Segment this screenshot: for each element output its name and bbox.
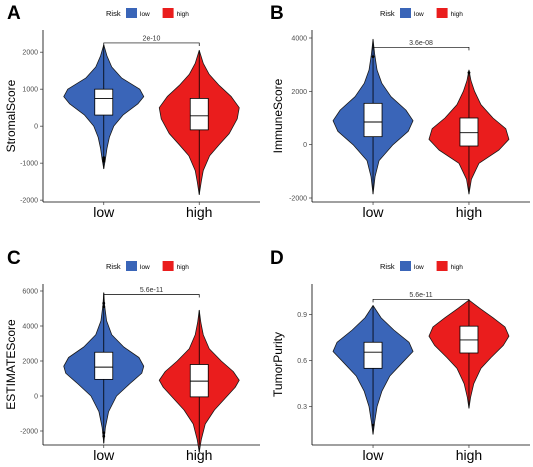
x-tick-label: high [456, 204, 482, 220]
box-low [94, 88, 114, 116]
box-low [94, 351, 114, 380]
legend-swatch-high [436, 8, 448, 18]
outlier-point [102, 434, 106, 438]
y-tick-label: 1000 [22, 87, 38, 94]
outlier-point [371, 423, 375, 427]
outlier-point [102, 431, 106, 435]
legend: Risk low high [106, 8, 189, 18]
y-tick-label: 6000 [22, 289, 38, 296]
legend-label-high: high [451, 11, 464, 18]
x-tick-label: high [456, 447, 482, 463]
legend-label-low: low [140, 264, 150, 271]
panel-letter: C [7, 248, 21, 269]
pvalue-bracket [103, 42, 200, 46]
box-low [363, 102, 383, 138]
legend-swatch-high [162, 8, 174, 18]
pvalue-label: 5.6e-11 [409, 292, 432, 299]
legend-swatch-low [400, 8, 411, 18]
legend-label-high: high [177, 264, 190, 271]
outlier-point [102, 301, 106, 305]
x-tick-label: low [363, 447, 385, 463]
y-tick-label: 2000 [22, 359, 38, 366]
legend-label-low: low [414, 264, 424, 271]
y-tick-label: 0 [34, 394, 38, 401]
y-tick-label: 4000 [291, 36, 307, 43]
y-tick-label: -2000 [289, 196, 307, 203]
y-tick-label: 4000 [22, 324, 38, 331]
y-tick-label: 0 [303, 142, 307, 149]
legend-label-low: low [414, 11, 424, 18]
y-tick-label: 0.9 [297, 312, 307, 319]
legend-swatch-low [126, 261, 137, 271]
pvalue-label: 3.6e-08 [409, 40, 433, 47]
y-tick-label: -2000 [20, 198, 38, 205]
y-axis-label: StromalScore [4, 79, 18, 152]
legend-title: Risk [106, 9, 121, 18]
panel-letter: B [270, 3, 284, 24]
panel-c: C Risk low high -2000 0 2000 4000 6000 ESTIMATESc… [4, 248, 260, 463]
legend-swatch-low [400, 261, 411, 271]
panel-letter: D [270, 248, 284, 269]
legend-label-low: low [140, 11, 150, 18]
pvalue-bracket [103, 294, 200, 298]
legend-label-high: high [177, 11, 190, 18]
outlier-point [102, 159, 106, 163]
y-tick-label: 0 [34, 124, 38, 131]
x-tick-label: high [186, 447, 212, 463]
pvalue-label: 5.6e-11 [140, 287, 163, 294]
box-high [189, 98, 209, 131]
legend-swatch-high [162, 261, 174, 271]
outlier-point [102, 305, 106, 309]
box-high [459, 117, 479, 147]
legend-swatch-high [436, 261, 448, 271]
y-axis-label: ImmuneScore [271, 78, 285, 153]
outlier-point [371, 55, 375, 59]
legend-title: Risk [380, 262, 395, 271]
outlier-point [467, 71, 471, 75]
x-tick-label: high [186, 204, 212, 220]
legend-label-high: high [451, 264, 464, 271]
y-axis-label: TumorPurity [271, 332, 285, 397]
legend-title: Risk [106, 262, 121, 271]
y-axis-label: ESTIMATEScore [4, 319, 18, 410]
x-tick-label: low [93, 447, 115, 463]
box-low [363, 341, 383, 369]
y-tick-label: -2000 [20, 429, 38, 436]
x-tick-label: low [363, 204, 385, 220]
panel-d: D Risk low high 0.3 0.6 0.9 TumorPurity low high 5… [270, 248, 530, 463]
panel-letter: A [7, 3, 21, 24]
y-tick-label: 2000 [291, 89, 307, 96]
legend: Risk low high [380, 261, 463, 271]
y-tick-label: -1000 [20, 161, 38, 168]
panel-a: A Risk low high -2000 -1000 0 1000 2000 StromalSc… [4, 3, 260, 220]
x-tick-label: low [93, 204, 115, 220]
pvalue-bracket [372, 298, 470, 303]
panel-b: B Risk low high -2000 0 2000 4000 ImmuneScore low… [270, 3, 530, 220]
legend-swatch-low [126, 8, 137, 18]
y-tick-label: 0.6 [297, 358, 307, 365]
legend: Risk low high [380, 8, 463, 18]
y-tick-label: 0.3 [297, 404, 307, 411]
legend: Risk low high [106, 261, 189, 271]
pvalue-bracket [372, 46, 470, 51]
pvalue-label: 2e-10 [143, 35, 161, 42]
legend-title: Risk [380, 9, 395, 18]
y-tick-label: 2000 [22, 50, 38, 57]
